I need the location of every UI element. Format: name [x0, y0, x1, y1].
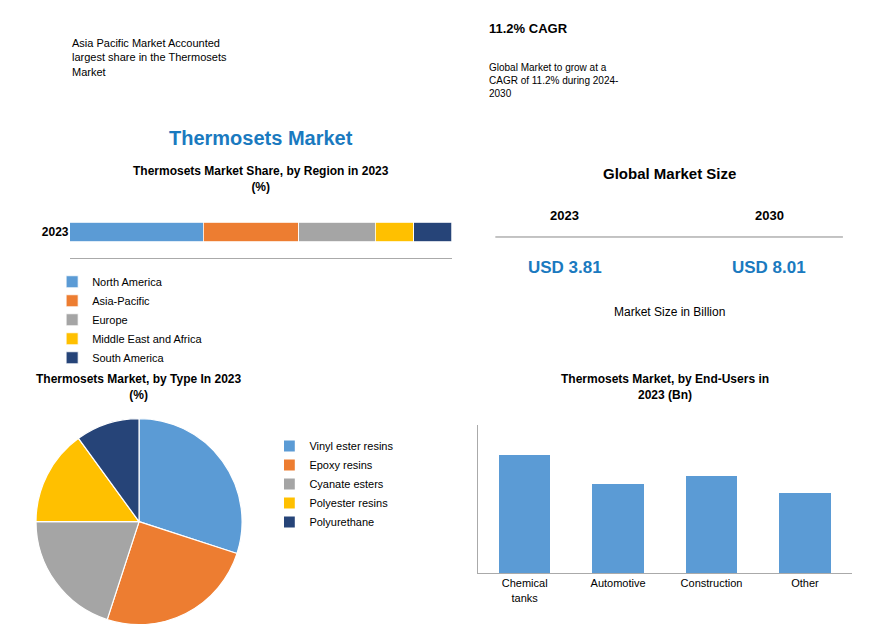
svg-text:2030: 2030 [755, 208, 784, 223]
svg-text:Vinyl ester resins: Vinyl ester resins [309, 440, 393, 452]
svg-text:Chemicaltanks: Chemicaltanks [502, 577, 548, 603]
svg-text:South America: South America [92, 352, 164, 364]
svg-text:Thermosets Market: Thermosets Market [169, 127, 353, 149]
svg-text:Other: Other [791, 577, 819, 589]
svg-text:North America: North America [92, 276, 163, 288]
svg-text:Global Market to grow at aCAGR: Global Market to grow at aCAGR of 11.2% … [489, 62, 618, 99]
svg-text:Europe: Europe [92, 314, 127, 326]
svg-text:Cyanate esters: Cyanate esters [309, 478, 383, 490]
svg-text:Polyester resins: Polyester resins [309, 497, 388, 509]
svg-text:2023: 2023 [550, 208, 579, 223]
svg-text:Asia Pacific Market Accountedl: Asia Pacific Market Accountedlargest sha… [72, 37, 227, 78]
svg-text:Polyurethane: Polyurethane [309, 516, 374, 528]
svg-text:Automotive: Automotive [591, 577, 646, 589]
svg-text:Asia-Pacific: Asia-Pacific [92, 295, 150, 307]
svg-text:Epoxy resins: Epoxy resins [309, 459, 372, 471]
svg-text:Thermosets Market, by Type In: Thermosets Market, by Type In 2023(%) [36, 372, 242, 402]
svg-text:Global Market Size: Global Market Size [603, 165, 736, 182]
svg-text:Middle East and Africa: Middle East and Africa [92, 333, 202, 345]
svg-text:USD 8.01: USD 8.01 [732, 258, 806, 277]
svg-text:Market Size in Billion: Market Size in Billion [614, 305, 725, 319]
svg-text:2023: 2023 [42, 225, 69, 239]
svg-text:Construction: Construction [681, 577, 743, 589]
svg-text:Thermosets Market Share, by Re: Thermosets Market Share, by Region in 20… [133, 164, 389, 194]
svg-text:Thermosets Market, by End-User: Thermosets Market, by End-Users in2023 (… [561, 372, 769, 402]
svg-text:11.2% CAGR: 11.2% CAGR [489, 21, 568, 36]
svg-text:USD 3.81: USD 3.81 [528, 258, 602, 277]
